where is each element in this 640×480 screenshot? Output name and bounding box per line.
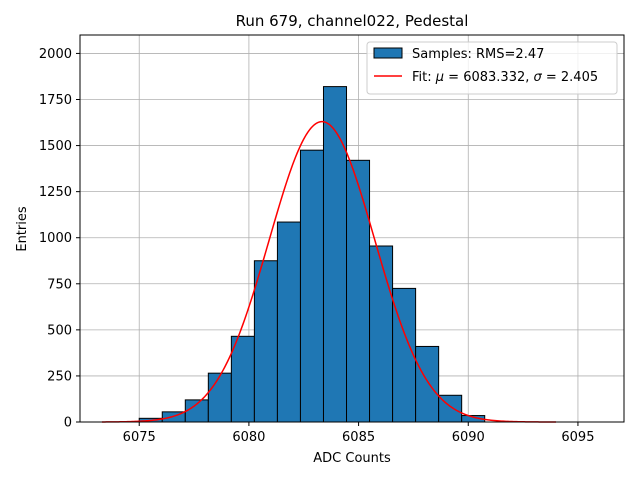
axes-frame: [79, 34, 625, 423]
x-axis-ticks: 6075 6080 6085 6090 6095: [123, 422, 594, 445]
x-tick-label: 6090: [452, 430, 485, 445]
y-tick-label: 1250: [39, 185, 72, 200]
y-tick-label: 250: [47, 369, 72, 384]
y-tick-label: 0: [64, 416, 72, 431]
fit-curve: [101, 120, 556, 423]
x-tick-label: 6080: [232, 430, 265, 445]
histogram-bars: [138, 86, 486, 423]
histogram-bar: [207, 372, 232, 423]
histogram-bar: [415, 345, 440, 423]
legend-samples-swatch: [373, 47, 403, 59]
chart-title: Run 679, channel022, Pedestal: [236, 12, 469, 30]
x-tick-label: 6095: [561, 430, 594, 445]
y-tick-label: 1500: [39, 139, 72, 154]
y-tick-label: 1750: [39, 93, 72, 108]
histogram-bar: [369, 245, 394, 423]
x-tick-label: 6085: [342, 430, 375, 445]
histogram-bar: [230, 335, 255, 423]
legend-box: [366, 41, 618, 95]
histogram-bar: [322, 86, 348, 423]
histogram-bar: [253, 260, 278, 423]
y-tick-label: 750: [47, 277, 72, 292]
legend-samples-label: Samples: RMS=2.47: [412, 47, 544, 62]
x-axis-label: ADC Counts: [313, 451, 391, 466]
y-tick-label: 1000: [39, 231, 72, 246]
legend: Samples: RMS=2.47 Fit: μ = 6083.332, σ =…: [366, 41, 618, 95]
y-axis-ticks: 0 250 500 750 1000 1250 1500 1750 2000: [39, 47, 80, 431]
histogram-bar: [346, 159, 371, 423]
histogram-bar: [276, 221, 301, 423]
histogram-bar: [299, 149, 324, 423]
y-tick-label: 500: [47, 323, 72, 338]
y-tick-label: 2000: [39, 47, 72, 62]
x-tick-label: 6075: [123, 430, 156, 445]
y-axis-label: Entries: [15, 206, 30, 252]
legend-fit-label: Fit: μ = 6083.332, σ = 2.405: [412, 70, 598, 85]
